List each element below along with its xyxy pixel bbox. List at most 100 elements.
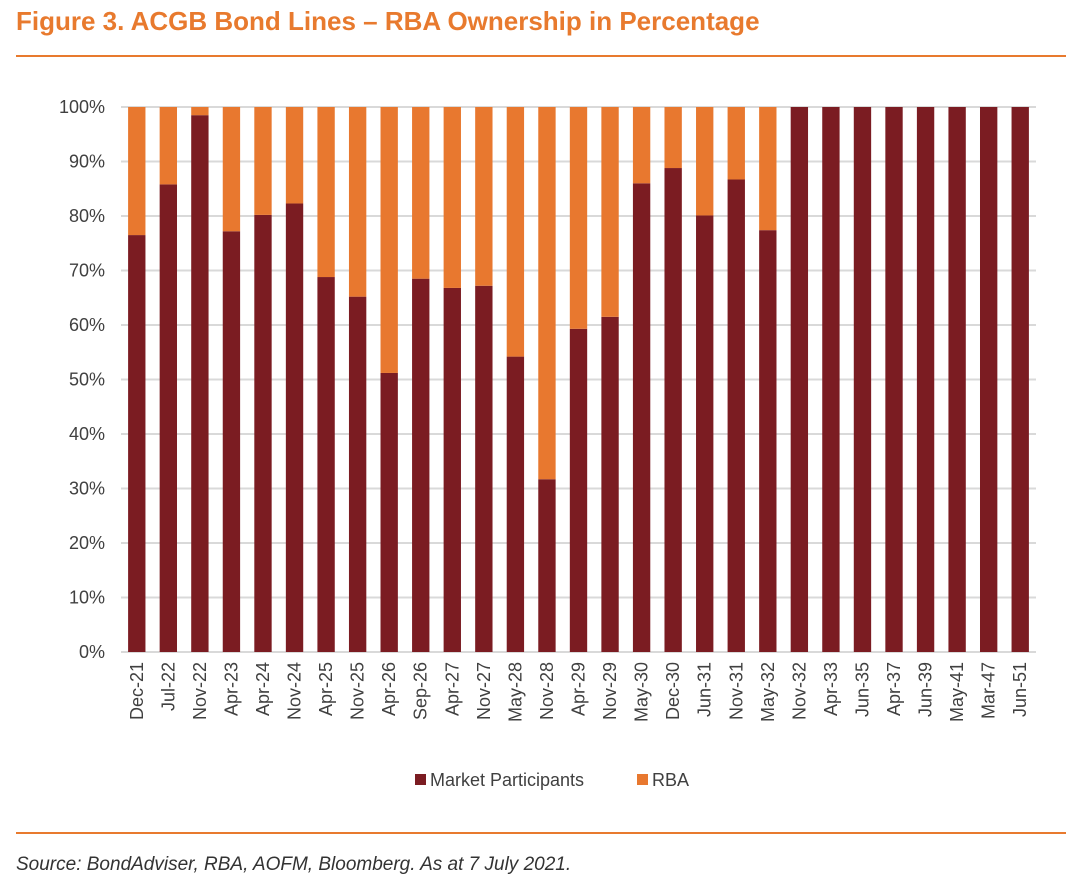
bar-rba (601, 107, 619, 317)
bar-market-participants (191, 115, 209, 653)
bar-rba (159, 107, 178, 185)
x-tick-label: Jun-35 (852, 662, 872, 717)
bar-rba (285, 107, 304, 204)
bar-market-participants (380, 372, 398, 652)
bar-rba (254, 107, 272, 215)
x-tick-label: Jun-39 (916, 662, 936, 717)
y-tick-label: 10% (69, 588, 105, 608)
bar-rba (191, 107, 209, 116)
bar-rba (317, 107, 335, 278)
y-tick-label: 50% (69, 370, 105, 390)
legend-label-rba: RBA (652, 770, 689, 790)
x-tick-label: Apr-27 (442, 662, 462, 716)
y-tick-label: 80% (69, 206, 105, 226)
y-tick-label: 40% (69, 424, 105, 444)
bar-market-participants (853, 107, 872, 652)
x-tick-label: Dec-30 (663, 662, 683, 720)
bar-rba (696, 107, 714, 216)
bar-market-participants (222, 231, 241, 652)
legend-swatch-rba (637, 774, 648, 785)
x-tick-label: May-32 (758, 662, 778, 722)
bar-market-participants (1011, 107, 1029, 652)
bar-market-participants (254, 214, 272, 652)
x-tick-label: Dec-21 (127, 662, 147, 720)
bar-market-participants (128, 235, 146, 652)
figure-title: Figure 3. ACGB Bond Lines – RBA Ownershi… (16, 6, 760, 36)
legend: Market Participants RBA (415, 770, 689, 790)
x-tick-label: Nov-27 (474, 662, 494, 720)
x-tick-label: Apr-33 (821, 662, 841, 716)
x-tick-label: Nov-25 (348, 662, 368, 720)
bar-rba (569, 107, 588, 329)
bar-market-participants (159, 184, 178, 652)
bar-rba (727, 107, 745, 180)
bar-market-participants (948, 107, 966, 652)
y-tick-label: 20% (69, 533, 105, 553)
bar-market-participants (285, 203, 304, 652)
bar-rba (348, 107, 367, 297)
bar-rba (664, 107, 682, 169)
bar-rba (538, 107, 556, 480)
x-tick-label: Apr-23 (221, 662, 241, 716)
bars (128, 107, 1029, 653)
x-tick-label: Jul-22 (158, 662, 178, 711)
x-tick-label: Sep-26 (411, 662, 431, 720)
title-divider (16, 55, 1066, 57)
bar-rba (380, 107, 398, 373)
bar-market-participants (412, 278, 430, 652)
x-tick-label: Nov-24 (285, 662, 305, 720)
x-tick-label: Nov-32 (789, 662, 809, 720)
x-tick-label: Apr-25 (316, 662, 336, 716)
stacked-bar-chart: 0% 10% 20% 30% 40% 50% 60% 70% 80% 90% 100% Dec-21… (59, 97, 1036, 790)
bar-market-participants (664, 168, 682, 652)
y-tick-label: 100% (59, 97, 105, 117)
bar-market-participants (822, 107, 840, 652)
y-tick-label: 70% (69, 261, 105, 281)
bar-rba (759, 107, 777, 231)
bar-market-participants (506, 356, 525, 652)
x-tick-label: Jun-51 (1010, 662, 1030, 717)
bar-market-participants (475, 285, 493, 652)
x-tick-label: Nov-29 (600, 662, 620, 720)
bar-rba (475, 107, 493, 286)
source-note: Source: BondAdviser, RBA, AOFM, Bloomber… (16, 854, 572, 875)
x-tick-label: Mar-47 (979, 662, 999, 719)
y-tick-label: 30% (69, 479, 105, 499)
bar-market-participants (979, 107, 998, 652)
bar-market-participants (348, 296, 367, 652)
x-tick-label: May-41 (947, 662, 967, 722)
bar-market-participants (538, 479, 556, 652)
x-tick-label: May-28 (505, 662, 525, 722)
y-tick-label: 60% (69, 315, 105, 335)
bar-market-participants (759, 230, 777, 653)
x-tick-label: Nov-31 (726, 662, 746, 720)
bar-rba (443, 107, 461, 288)
bar-market-participants (696, 215, 714, 652)
x-tick-label: Jun-31 (695, 662, 715, 717)
footer-divider (16, 832, 1066, 834)
y-tick-label: 0% (79, 642, 105, 662)
bar-market-participants (885, 107, 903, 652)
x-tick-label: Nov-28 (537, 662, 557, 720)
bar-market-participants (916, 107, 935, 652)
bar-rba (222, 107, 241, 232)
x-tick-label: Apr-29 (569, 662, 589, 716)
bar-market-participants (790, 107, 809, 652)
bar-rba (632, 107, 651, 184)
legend-swatch-market-participants (415, 774, 426, 785)
x-axis-tick-labels: Dec-21 Jul-22 Nov-22 Apr-23 Apr-24 Nov-24 Apr-… (127, 662, 1030, 722)
x-tick-label: Apr-24 (253, 662, 273, 716)
x-tick-label: May-30 (632, 662, 652, 722)
legend-label-market-participants: Market Participants (430, 770, 584, 790)
bar-market-participants (632, 183, 651, 653)
x-tick-label: Nov-22 (190, 662, 210, 720)
bar-market-participants (727, 179, 745, 653)
bar-market-participants (601, 316, 619, 652)
x-tick-label: Apr-37 (884, 662, 904, 716)
bar-market-participants (443, 287, 461, 652)
x-tick-label: Apr-26 (379, 662, 399, 716)
bar-rba (506, 107, 525, 357)
bar-rba (128, 107, 146, 236)
bar-rba (412, 107, 430, 279)
bar-market-participants (317, 277, 335, 652)
